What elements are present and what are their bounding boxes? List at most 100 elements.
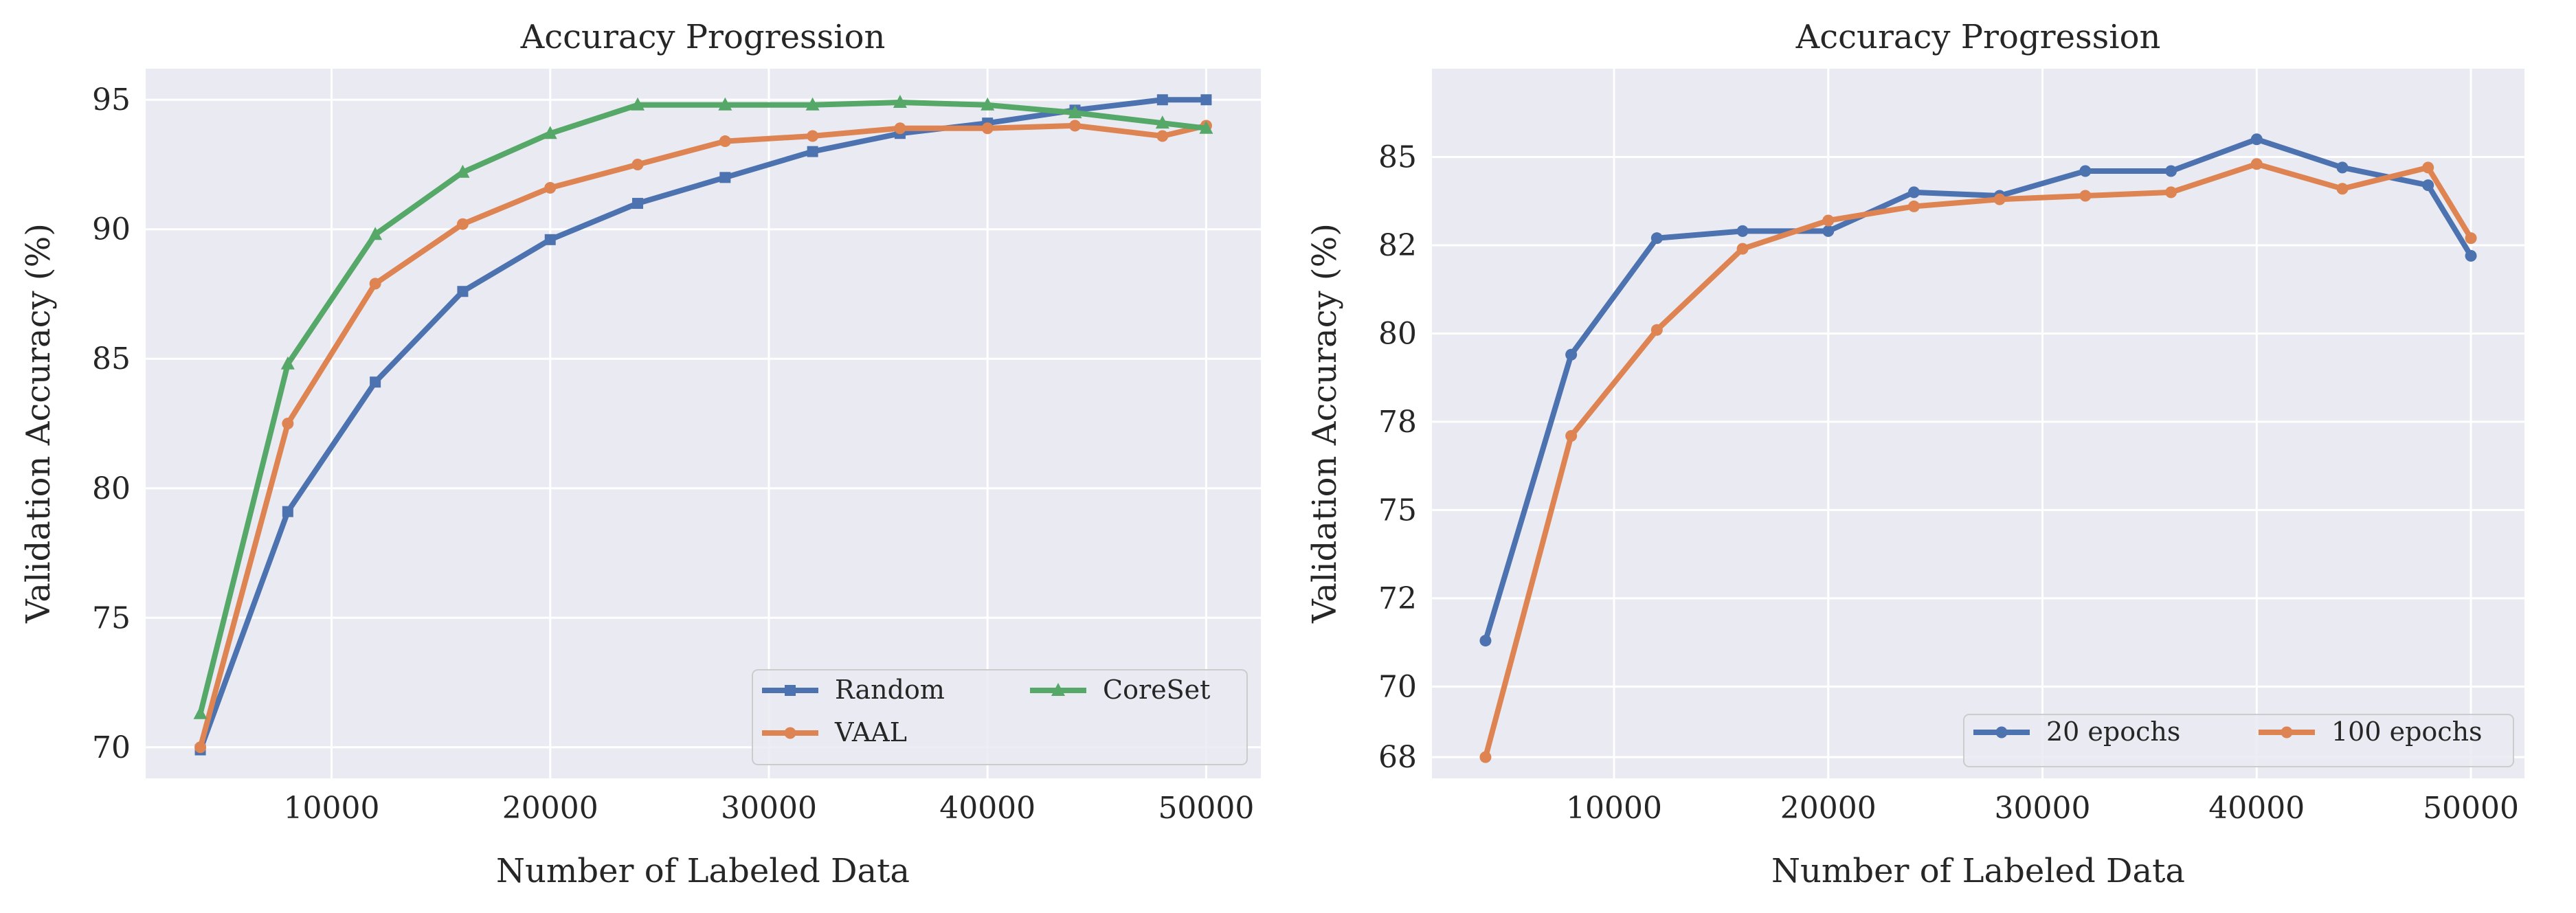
data-point-random: [807, 146, 818, 157]
data-point-coreset: [1155, 115, 1169, 129]
legend-label: CoreSet: [1103, 675, 1210, 705]
legend-box: [752, 669, 1248, 765]
data-point-coreset: [280, 356, 295, 370]
y-tick-label: 75: [92, 600, 131, 635]
data-point-vaal: [194, 741, 207, 754]
data-point-20-epochs: [1822, 225, 1835, 237]
x-tick-labels-right: 10000 20000 30000 40000 50000: [1566, 791, 2519, 826]
x-tick-label: 50000: [1158, 791, 1254, 826]
legend-marker: [785, 685, 796, 696]
legend-item-vaal: VAAL: [762, 717, 907, 747]
chart-title-left: Accuracy Progression: [520, 18, 886, 56]
data-point-coreset: [1068, 105, 1082, 119]
data-point-100-epochs: [1822, 214, 1835, 227]
data-point-vaal: [369, 278, 381, 290]
data-point-coreset: [1199, 120, 1213, 134]
plot-area-right: [1432, 69, 2524, 778]
series-layer-left: [193, 94, 1213, 756]
y-tick-label: 82: [1378, 228, 1417, 263]
data-point-20-epochs: [2165, 165, 2177, 177]
legend-label: VAAL: [834, 717, 907, 747]
legend-marker: [1051, 683, 1065, 696]
chart-left: 10000 20000 30000 40000 50000 70 75 80 85 90 95 A…: [19, 18, 1261, 890]
data-point-20-epochs: [1650, 232, 1663, 245]
y-tick-label: 95: [92, 82, 131, 117]
data-point-vaal: [894, 122, 906, 135]
data-point-100-epochs: [2079, 190, 2092, 202]
x-axis-label-left: Number of Labeled Data: [496, 852, 910, 890]
data-point-vaal: [1069, 120, 1081, 132]
x-tick-label: 30000: [721, 791, 817, 826]
data-point-20-epochs: [2079, 165, 2092, 177]
data-point-random: [719, 172, 731, 183]
data-point-vaal: [807, 130, 819, 142]
x-tick-label: 20000: [502, 791, 598, 826]
series-100-epochs: [1479, 158, 2477, 763]
data-point-100-epochs: [2165, 186, 2177, 199]
data-point-100-epochs: [1650, 324, 1663, 336]
data-point-100-epochs: [1993, 193, 2006, 205]
data-point-20-epochs: [1565, 348, 1578, 361]
data-point-vaal: [1156, 130, 1169, 142]
x-tick-label: 30000: [1995, 791, 2091, 826]
legend-item-100-epochs: 100 epochs: [2259, 717, 2483, 747]
data-point-vaal: [631, 158, 644, 170]
data-point-100-epochs: [2250, 158, 2263, 170]
series-vaal: [194, 120, 1212, 754]
data-point-coreset: [368, 227, 383, 240]
x-tick-label: 10000: [1566, 791, 1662, 826]
data-point-random: [544, 234, 556, 245]
legend-right: 20 epochs 100 epochs: [1963, 714, 2514, 767]
data-point-random: [370, 376, 381, 388]
data-point-100-epochs: [1479, 751, 1492, 763]
chart-right: 10000 20000 30000 40000 50000 68 70 72 75 78 80 82…: [1306, 18, 2524, 890]
legend-label: 20 epochs: [2046, 717, 2180, 747]
data-point-random: [457, 286, 469, 297]
data-point-coreset: [718, 97, 732, 111]
legend-item-random: Random: [762, 675, 945, 705]
data-point-coreset: [193, 706, 208, 719]
y-tick-labels-right: 68 70 72 75 78 80 82 85: [1378, 139, 1417, 775]
data-point-coreset: [981, 97, 995, 111]
data-point-vaal: [544, 181, 557, 194]
data-point-coreset: [893, 95, 907, 109]
x-tick-label: 10000: [284, 791, 380, 826]
legend-marker: [2281, 726, 2293, 739]
y-tick-label: 75: [1378, 493, 1417, 528]
legend-marker: [1995, 726, 2008, 739]
data-point-100-epochs: [2336, 183, 2349, 195]
legend-left: Random VAAL CoreSet: [752, 669, 1248, 765]
data-point-20-epochs: [2422, 179, 2434, 192]
y-tick-label: 80: [1378, 316, 1417, 351]
data-point-random: [282, 506, 293, 517]
data-point-20-epochs: [2465, 249, 2477, 262]
y-tick-label: 70: [92, 730, 131, 765]
legend-label: Random: [835, 675, 945, 705]
legend-marker: [784, 727, 796, 739]
legend-item-coreset: CoreSet: [1030, 675, 1210, 705]
data-point-coreset: [631, 97, 645, 111]
data-point-20-epochs: [2250, 133, 2263, 146]
y-axis-label-left: Validation Accuracy (%): [19, 223, 58, 624]
y-tick-label: 70: [1378, 669, 1417, 704]
y-tick-label: 78: [1378, 405, 1417, 440]
data-point-coreset: [543, 126, 557, 139]
legend-item-20-epochs: 20 epochs: [1973, 717, 2180, 747]
data-point-random: [1200, 94, 1212, 106]
y-tick-label: 68: [1378, 740, 1417, 775]
y-tick-label: 90: [92, 212, 131, 247]
series-coreset: [193, 95, 1213, 719]
data-point-20-epochs: [1736, 225, 1749, 237]
data-point-20-epochs: [1907, 186, 1920, 199]
data-point-coreset: [456, 164, 470, 178]
data-point-100-epochs: [1736, 243, 1749, 255]
y-tick-label: 80: [92, 471, 131, 506]
chart-title-right: Accuracy Progression: [1795, 18, 2161, 56]
data-point-100-epochs: [1907, 200, 1920, 212]
legend-box: [1963, 714, 2514, 767]
x-tick-labels-left: 10000 20000 30000 40000 50000: [284, 791, 1255, 826]
legend-label: 100 epochs: [2331, 717, 2483, 747]
data-point-100-epochs: [2422, 161, 2434, 174]
y-tick-label: 85: [92, 341, 131, 376]
